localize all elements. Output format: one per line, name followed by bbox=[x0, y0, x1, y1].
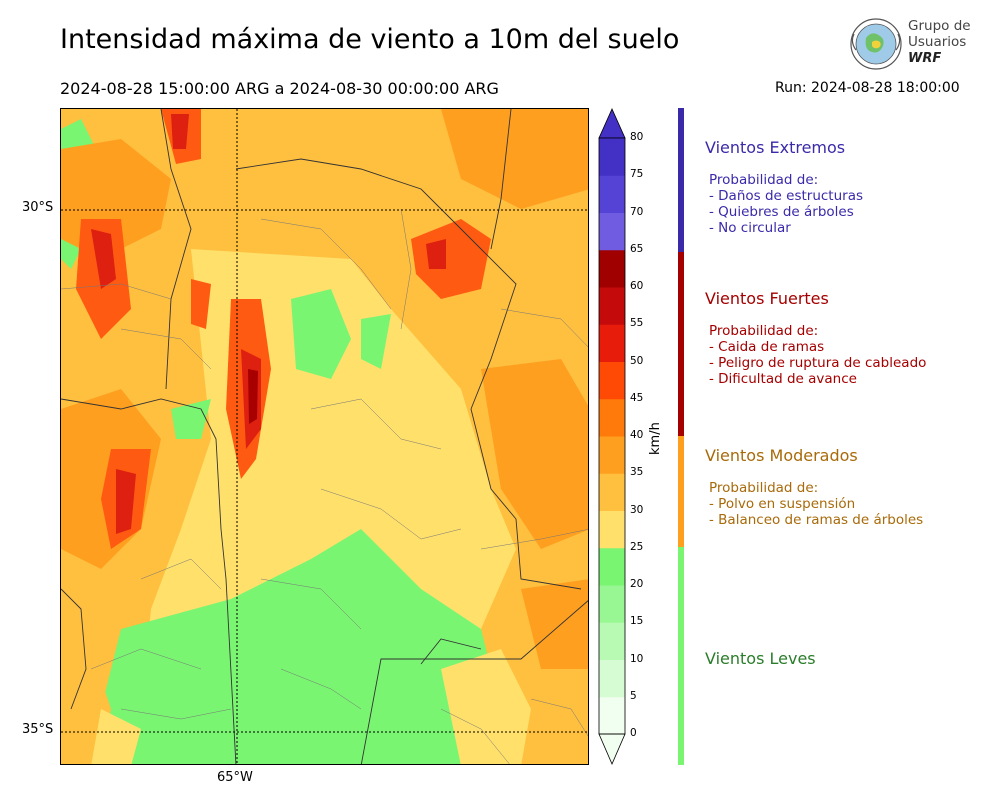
colorbar-tick-label: 40 bbox=[630, 429, 644, 441]
colorbar-segment bbox=[599, 212, 625, 251]
run-timestamp: Run: 2024-08-28 18:00:00 bbox=[775, 80, 960, 96]
colorbar-segment bbox=[599, 696, 625, 735]
colorbar-tick-label: 10 bbox=[630, 652, 644, 665]
colorbar-extend-bottom bbox=[598, 733, 626, 766]
category-title-moderados: Vientos Moderados bbox=[705, 446, 858, 465]
colorbar-tick-label: 65 bbox=[630, 242, 644, 255]
colorbar-segment bbox=[599, 585, 625, 623]
colorbar-tick-label: 35 bbox=[630, 466, 644, 479]
category-body-fuertes: Probabilidad de: - Caida de ramas - Peli… bbox=[709, 323, 926, 387]
colorbar-segment bbox=[599, 324, 625, 362]
logo-text-wrf: WRF bbox=[908, 51, 942, 66]
wrf-logo: Grupo de Usuarios WRF bbox=[848, 16, 971, 72]
wind-field-map bbox=[61, 109, 588, 764]
colorbar-tick-label: 20 bbox=[630, 578, 644, 590]
colorbar-tick-label: 70 bbox=[630, 205, 644, 218]
colorbar-tick-label: 45 bbox=[630, 391, 644, 404]
colorbar-segment bbox=[599, 398, 625, 437]
category-line: - Caida de ramas bbox=[709, 339, 825, 355]
colorbar-segment bbox=[599, 547, 625, 586]
colorbar-tick-label: 55 bbox=[630, 317, 644, 330]
category-line: - Peligro de ruptura de cableado bbox=[709, 355, 927, 371]
category-bar-moderados bbox=[678, 436, 684, 547]
colorbar-tick-label: 75 bbox=[630, 168, 644, 181]
category-line: - Dificultad de avance bbox=[709, 371, 857, 387]
category-line: Probabilidad de: bbox=[709, 480, 819, 496]
colorbar-tick-label: 60 bbox=[630, 280, 644, 292]
logo-text-line1: Grupo de bbox=[908, 18, 971, 34]
colorbar bbox=[598, 108, 626, 766]
category-bar-fuertes bbox=[678, 252, 684, 436]
category-line: - No circular bbox=[709, 220, 791, 236]
category-line: - Polvo en suspensión bbox=[709, 496, 856, 512]
category-line: Probabilidad de: bbox=[709, 172, 819, 188]
colorbar-segment bbox=[599, 622, 625, 660]
category-line: - Quiebres de árboles bbox=[709, 204, 854, 220]
category-title-leves: Vientos Leves bbox=[705, 649, 816, 668]
colorbar-tick-label: 25 bbox=[630, 540, 644, 553]
lat-label-35s: 35°S bbox=[22, 722, 54, 737]
forecast-period: 2024-08-28 15:00:00 ARG a 2024-08-30 00:… bbox=[60, 79, 499, 98]
colorbar-frame bbox=[598, 137, 626, 735]
category-body-moderados: Probabilidad de: - Polvo en suspensión -… bbox=[709, 480, 923, 528]
colorbar-segment bbox=[599, 175, 625, 213]
category-bar-leves bbox=[678, 547, 684, 765]
colorbar-segment bbox=[599, 510, 625, 549]
category-body-extremos: Probabilidad de: - Daños de estructuras … bbox=[709, 172, 863, 236]
category-bar-extremos bbox=[678, 108, 684, 252]
colorbar-tick-label: 80 bbox=[630, 131, 644, 143]
category-line: - Balanceo de ramas de árboles bbox=[709, 512, 924, 528]
colorbar-segment bbox=[599, 436, 625, 474]
colorbar-tick-label: 30 bbox=[630, 503, 644, 516]
colorbar-segment bbox=[599, 287, 625, 325]
colorbar-segment bbox=[599, 361, 625, 400]
colorbar-segment bbox=[599, 473, 625, 511]
wind-map bbox=[60, 108, 589, 765]
colorbar-tick-label: 50 bbox=[630, 354, 644, 367]
colorbar-extend-top bbox=[598, 108, 626, 139]
lon-label-65w: 65°W bbox=[217, 770, 253, 785]
globe-icon bbox=[850, 18, 902, 70]
colorbar-segment bbox=[599, 138, 625, 176]
colorbar-tick-label: 15 bbox=[630, 615, 644, 628]
category-title-fuertes: Vientos Fuertes bbox=[705, 289, 829, 308]
colorbar-segment bbox=[599, 249, 625, 288]
colorbar-segment bbox=[599, 659, 625, 698]
colorbar-tick-label: 5 bbox=[630, 689, 637, 702]
category-line: Probabilidad de: bbox=[709, 323, 819, 339]
colorbar-tick-label: 0 bbox=[630, 727, 637, 739]
category-line: - Daños de estructuras bbox=[709, 188, 864, 204]
lat-label-30s: 30°S bbox=[22, 200, 54, 215]
logo-text-line2: Usuarios bbox=[908, 34, 967, 50]
category-title-extremos: Vientos Extremos bbox=[705, 138, 846, 157]
colorbar-unit: km/h bbox=[648, 422, 663, 455]
page-title: Intensidad máxima de viento a 10m del su… bbox=[60, 24, 680, 55]
